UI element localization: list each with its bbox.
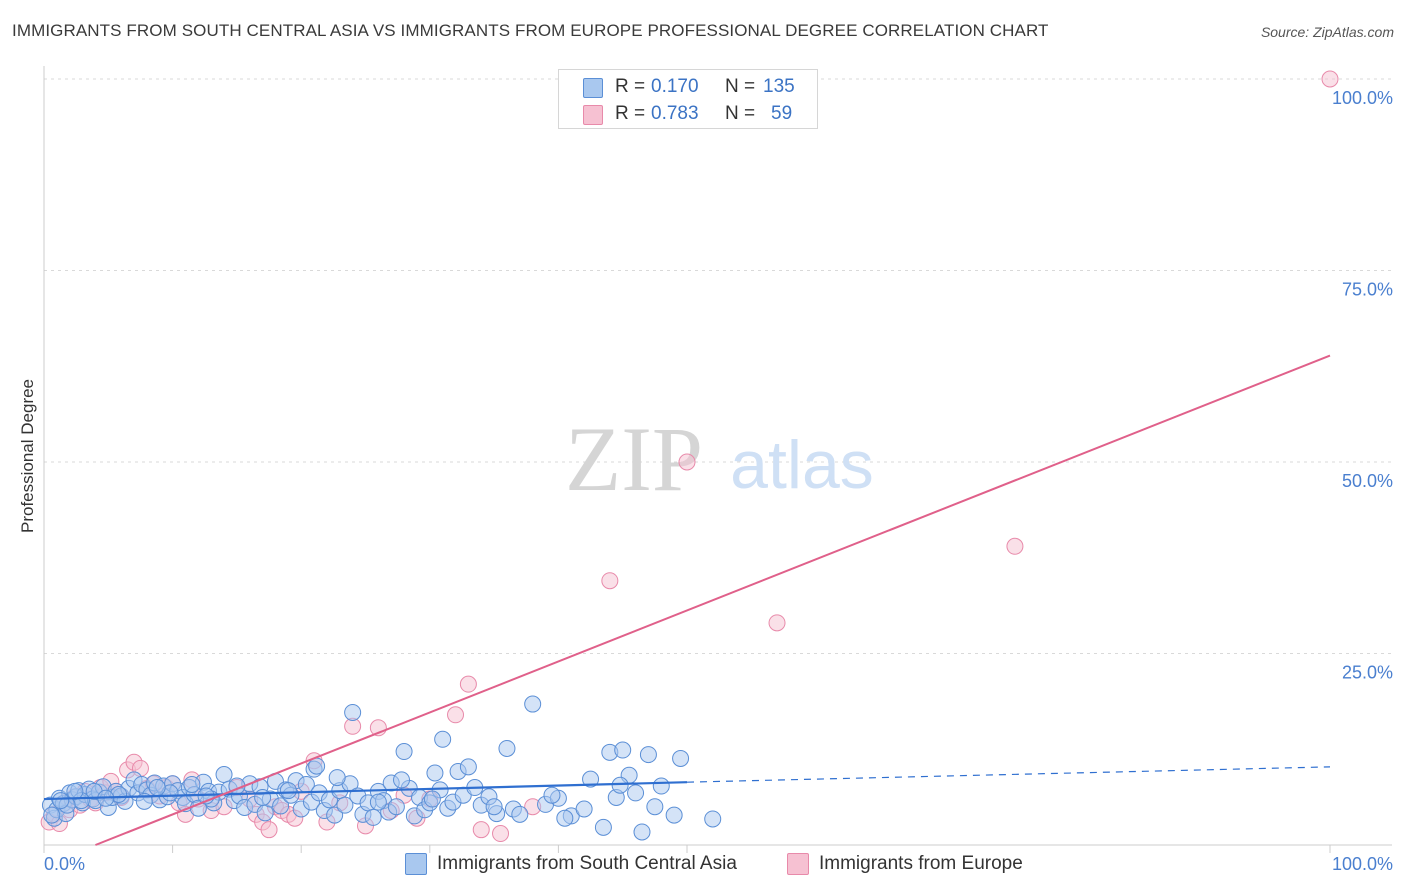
south-central-asia-point xyxy=(52,792,70,810)
y-tick-label: 100.0% xyxy=(1332,88,1393,108)
south-central-asia-point xyxy=(511,805,529,823)
tick-labels: 25.0% 50.0% 75.0% 100.0% 0.0% 100.0% xyxy=(44,88,1393,874)
south-central-asia-point xyxy=(326,806,344,824)
south-central-asia-point xyxy=(639,746,657,764)
south-central-asia-point xyxy=(395,743,413,761)
legend-n-label: N = xyxy=(725,76,756,97)
south-central-asia-point xyxy=(543,786,561,804)
correlation-legend: R = 0.170 N = 135 R = 0.783 N = 59 xyxy=(558,69,818,129)
south-central-asia-point xyxy=(582,770,600,788)
south-central-asia-point xyxy=(387,798,405,816)
legend-n-value: 135 xyxy=(763,76,795,97)
south-central-asia-trend-line xyxy=(43,781,688,801)
south-central-asia-point xyxy=(434,730,452,748)
legend-n-label: N = xyxy=(725,103,756,124)
europe-point xyxy=(447,706,465,724)
legend-n-value: 59 xyxy=(771,103,793,124)
south-central-asia-point xyxy=(215,766,233,784)
south-central-asia-point xyxy=(328,769,346,787)
europe-point xyxy=(260,821,278,839)
y-tick-label: 50.0% xyxy=(1342,471,1393,491)
legend-r-label: R = xyxy=(615,76,646,97)
south-central-asia-point xyxy=(254,789,272,807)
bottom-legend-label: Immigrants from Europe xyxy=(819,853,1023,874)
trend-lines xyxy=(43,354,1331,846)
south-central-asia-point xyxy=(426,764,444,782)
south-central-asia-point xyxy=(364,808,382,826)
legend-r-value: 0.170 xyxy=(651,76,699,97)
bottom-legend-label: Immigrants from South Central Asia xyxy=(437,853,737,874)
south-central-asia-point xyxy=(704,810,722,828)
south-central-asia-point xyxy=(148,779,166,797)
europe-point xyxy=(459,675,477,693)
south-central-asia-point xyxy=(369,793,387,811)
south-central-asia-point xyxy=(652,777,670,795)
legend-swatch-pink xyxy=(583,105,603,125)
south-central-asia-points xyxy=(41,695,722,841)
europe-points xyxy=(40,70,1339,843)
south-central-asia-point xyxy=(672,749,690,767)
south-central-asia-point xyxy=(393,771,411,789)
bottom-legend-swatch-blue xyxy=(405,853,427,875)
south-central-asia-point xyxy=(336,796,354,814)
south-central-asia-point xyxy=(279,782,297,800)
south-central-asia-point xyxy=(183,775,201,793)
south-central-asia-point xyxy=(633,823,651,841)
south-central-asia-point xyxy=(498,739,516,757)
south-central-asia-point xyxy=(43,806,61,824)
south-central-asia-point xyxy=(594,818,612,836)
south-central-asia-point xyxy=(556,809,574,827)
source-credit: Source: ZipAtlas.com xyxy=(1260,24,1394,40)
south-central-asia-point xyxy=(646,798,664,816)
south-central-asia-point xyxy=(611,776,629,794)
south-central-asia-point xyxy=(485,798,503,816)
x-tick-label-min: 0.0% xyxy=(44,854,85,874)
south-central-asia-point xyxy=(665,806,683,824)
y-axis-label: Professional Degree xyxy=(18,378,37,534)
south-central-asia-point xyxy=(272,797,290,815)
south-central-asia-point xyxy=(614,741,632,759)
y-tick-label: 75.0% xyxy=(1342,280,1393,300)
legend-swatch-blue xyxy=(583,78,603,98)
south-central-asia-point xyxy=(459,758,477,776)
chart-title: IMMIGRANTS FROM SOUTH CENTRAL ASIA VS IM… xyxy=(12,21,1049,40)
south-central-asia-point xyxy=(575,800,593,818)
legend-r-label: R = xyxy=(615,103,646,124)
south-central-asia-point xyxy=(66,782,84,800)
bottom-legend-swatch-pink xyxy=(787,853,809,875)
x-tick-label-max: 100.0% xyxy=(1332,854,1393,874)
europe-point xyxy=(1006,537,1024,555)
europe-point xyxy=(1321,70,1339,88)
south-central-asia-point xyxy=(627,784,645,802)
europe-point xyxy=(678,453,696,471)
south-central-asia-point xyxy=(423,790,441,808)
legend-r-value: 0.783 xyxy=(651,103,699,124)
south-central-asia-point xyxy=(344,703,362,721)
europe-point xyxy=(472,821,490,839)
grid-lines xyxy=(44,78,1392,654)
europe-point xyxy=(492,825,510,843)
south-central-asia-point xyxy=(524,695,542,713)
europe-trend-line xyxy=(95,354,1331,846)
europe-point xyxy=(601,572,619,590)
watermark-atlas: atlas xyxy=(730,427,874,503)
south-central-asia-trend-extension xyxy=(686,766,1331,783)
europe-point xyxy=(768,614,786,632)
axes xyxy=(43,66,1392,853)
y-tick-label: 25.0% xyxy=(1342,663,1393,683)
